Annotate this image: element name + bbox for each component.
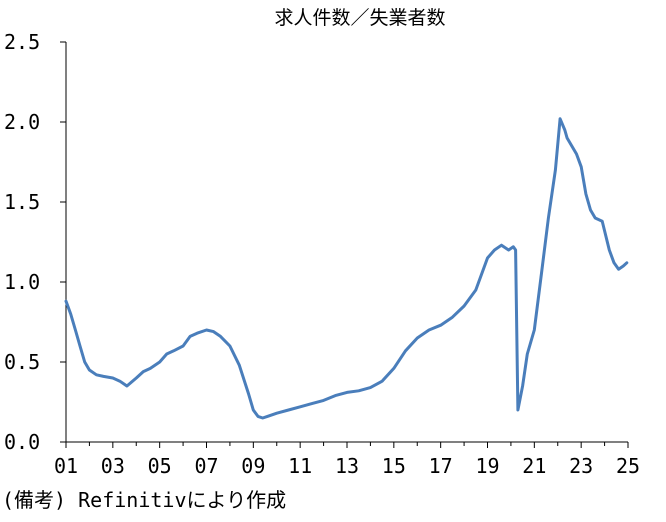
source-note: (備考) Refinitivにより作成: [2, 488, 287, 512]
y-tick-label: 1.0: [4, 270, 40, 294]
line-chart: 0.0 0.5 1.0 1.5 2.0 2.5 01 03 05 07 09 11 13 15 17 19 21…: [4, 30, 640, 478]
x-tick-label: 19: [475, 454, 499, 478]
tick-labels: 0.0 0.5 1.0 1.5 2.0 2.5 01 03 05 07 09 11 13 15 17 19 21…: [4, 30, 640, 478]
y-tick-label: 1.5: [4, 190, 40, 214]
y-tick-label: 0.5: [4, 350, 40, 374]
x-tick-label: 17: [429, 454, 453, 478]
x-tick-label: 03: [101, 454, 125, 478]
x-tick-label: 01: [54, 454, 78, 478]
x-tick-label: 21: [522, 454, 546, 478]
x-tick-label: 13: [335, 454, 359, 478]
x-tick-label: 05: [148, 454, 172, 478]
x-tick-label: 15: [382, 454, 406, 478]
y-tick-label: 2.0: [4, 110, 40, 134]
series-layer: [64, 117, 629, 420]
y-tick-label: 0.0: [4, 430, 40, 454]
x-tick-label: 25: [616, 454, 640, 478]
y-tick-label: 2.5: [4, 30, 40, 54]
x-tick-label: 07: [194, 454, 218, 478]
chart-title: 求人件数／失業者数: [274, 7, 446, 29]
x-tick-label: 11: [288, 454, 312, 478]
x-tick-label: 23: [569, 454, 593, 478]
x-tick-label: 09: [241, 454, 265, 478]
chart-axes: [60, 41, 629, 448]
series-line: [64, 117, 629, 420]
